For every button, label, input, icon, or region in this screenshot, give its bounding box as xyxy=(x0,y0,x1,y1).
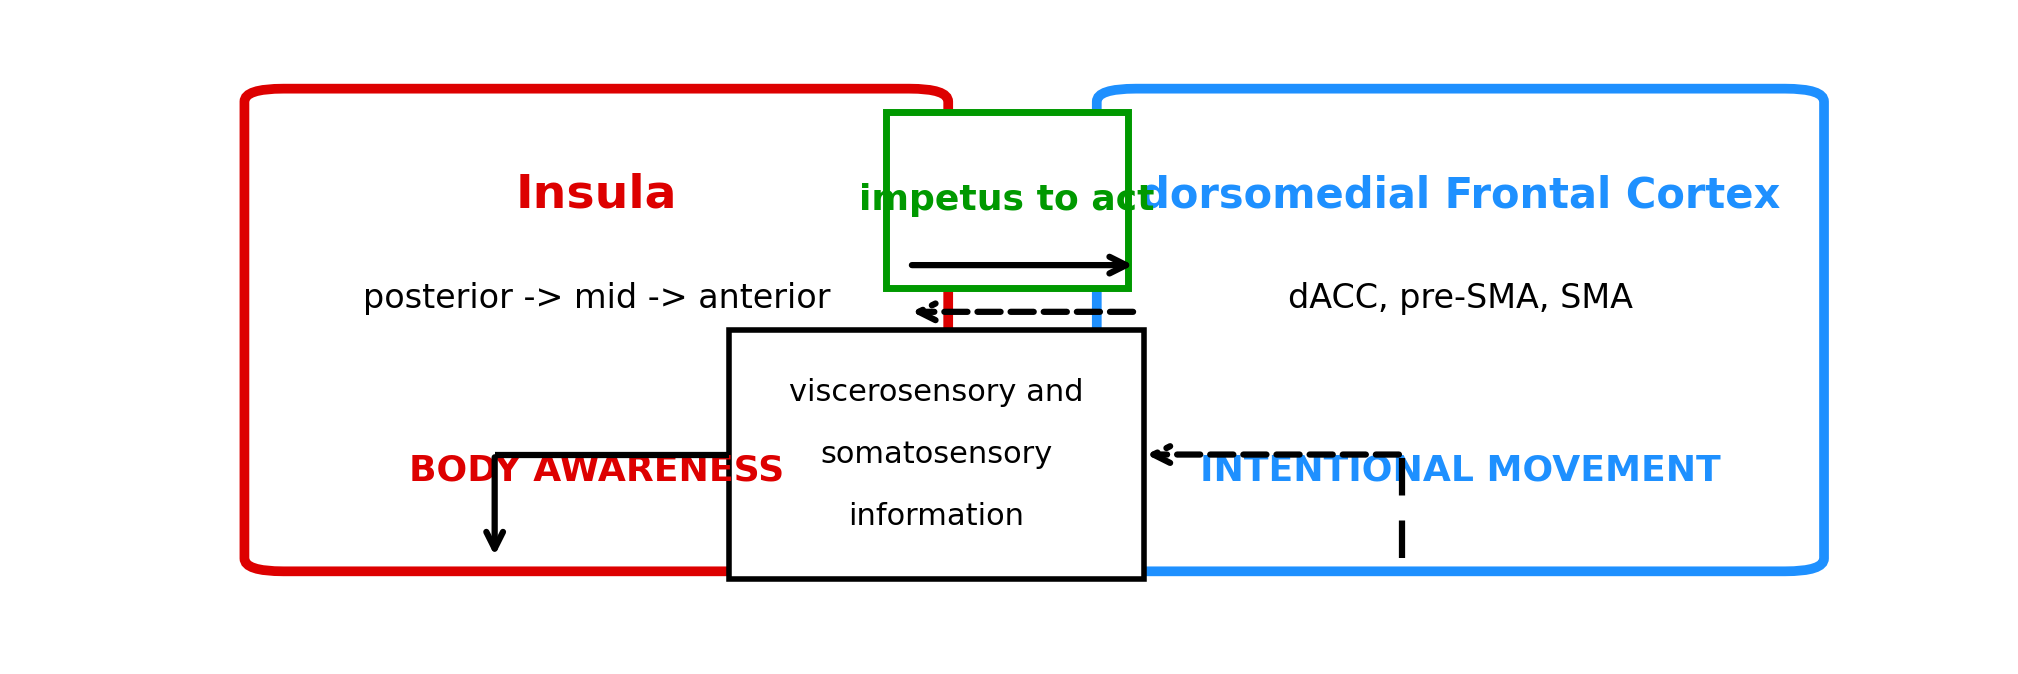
Text: dorsomedial Frontal Cortex: dorsomedial Frontal Cortex xyxy=(1140,174,1780,216)
Text: dACC, pre-SMA, SMA: dACC, pre-SMA, SMA xyxy=(1287,282,1633,315)
Text: impetus to act: impetus to act xyxy=(860,183,1154,217)
Text: posterior -> mid -> anterior: posterior -> mid -> anterior xyxy=(363,282,829,315)
Bar xyxy=(886,112,1128,288)
Text: BODY AWARENESS: BODY AWARENESS xyxy=(410,453,783,487)
Text: information: information xyxy=(848,502,1025,531)
Bar xyxy=(728,330,1144,579)
Text: somatosensory: somatosensory xyxy=(821,440,1053,469)
Text: INTENTIONAL MOVEMENT: INTENTIONAL MOVEMENT xyxy=(1201,453,1721,487)
FancyBboxPatch shape xyxy=(244,89,948,572)
Text: viscerosensory and: viscerosensory and xyxy=(789,377,1084,407)
Text: Insula: Insula xyxy=(515,173,678,218)
FancyBboxPatch shape xyxy=(1098,89,1824,572)
